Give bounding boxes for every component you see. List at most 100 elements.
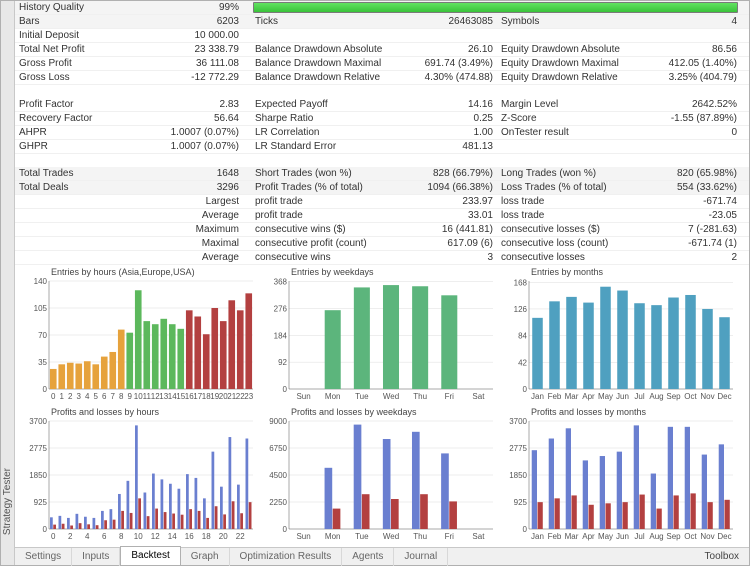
svg-text:Thu: Thu <box>413 532 427 541</box>
svg-text:3: 3 <box>77 392 82 401</box>
stats-table: History Quality99%Bars6203Ticks26463085S… <box>15 1 749 265</box>
stats-cell: 554 (33.62%) <box>643 181 749 194</box>
sidebar-vertical-tab[interactable]: Strategy Tester <box>1 1 15 565</box>
svg-text:0: 0 <box>51 392 56 401</box>
stats-cell: Margin Level <box>497 98 643 111</box>
stats-row: History Quality99% <box>15 1 749 15</box>
svg-text:2: 2 <box>68 392 73 401</box>
svg-text:0: 0 <box>43 525 48 534</box>
stats-cell: consecutive wins ($) <box>251 223 403 236</box>
tab-journal[interactable]: Journal <box>394 548 448 566</box>
stats-cell <box>15 223 133 236</box>
stats-cell <box>403 29 497 42</box>
stats-cell: Short Trades (won %) <box>251 167 403 180</box>
svg-text:Wed: Wed <box>383 392 399 401</box>
svg-text:Jan: Jan <box>531 392 544 401</box>
stats-cell: 412.05 (1.40%) <box>643 57 749 70</box>
svg-text:0: 0 <box>523 525 528 534</box>
svg-text:168: 168 <box>514 278 528 287</box>
stats-row: Largestprofit trade233.97loss trade-671.… <box>15 195 749 209</box>
stats-cell: 10 000.00 <box>133 29 251 42</box>
svg-text:Jul: Jul <box>634 392 644 401</box>
svg-text:2250: 2250 <box>269 498 287 507</box>
tab-settings[interactable]: Settings <box>15 548 72 566</box>
svg-text:4: 4 <box>85 392 90 401</box>
svg-text:2775: 2775 <box>509 444 527 453</box>
stats-cell: GHPR <box>15 140 133 153</box>
tab-graph[interactable]: Graph <box>181 548 230 566</box>
stats-cell: consecutive losses ($) <box>497 223 643 236</box>
stats-cell: -671.74 <box>643 195 749 208</box>
svg-text:22: 22 <box>236 532 245 541</box>
svg-text:0: 0 <box>43 385 48 394</box>
stats-cell: History Quality <box>15 1 133 14</box>
stats-cell: 691.74 (3.49%) <box>403 57 497 70</box>
svg-text:Jun: Jun <box>616 392 629 401</box>
stats-cell: 820 (65.98%) <box>643 167 749 180</box>
svg-text:105: 105 <box>34 304 48 313</box>
stats-cell <box>497 140 643 153</box>
stats-cell: 36 111.08 <box>133 57 251 70</box>
svg-text:2775: 2775 <box>29 444 47 453</box>
tab-inputs[interactable]: Inputs <box>72 548 120 566</box>
stats-row: Recovery Factor56.64Sharpe Ratio0.25Z-Sc… <box>15 112 749 126</box>
stats-row: Gross Profit36 111.08Balance Drawdown Ma… <box>15 57 749 71</box>
stats-cell: OnTester result <box>497 126 643 139</box>
bottom-tabs: SettingsInputsBacktestGraphOptimization … <box>15 547 749 565</box>
svg-text:6: 6 <box>102 392 107 401</box>
stats-cell: -23.05 <box>643 209 749 222</box>
stats-cell: 617.09 (6) <box>403 237 497 250</box>
svg-text:0: 0 <box>283 385 288 394</box>
stats-cell: LR Standard Error <box>251 140 403 153</box>
svg-text:92: 92 <box>278 358 287 367</box>
svg-text:70: 70 <box>38 331 47 340</box>
tab-agents[interactable]: Agents <box>342 548 394 566</box>
svg-text:0: 0 <box>523 385 528 394</box>
stats-cell: -12 772.29 <box>133 71 251 84</box>
svg-text:Tue: Tue <box>355 532 369 541</box>
stats-cell: 2642.52% <box>643 98 749 111</box>
stats-row: Total Net Profit23 338.79Balance Drawdow… <box>15 43 749 57</box>
stats-cell: 0 <box>643 126 749 139</box>
stats-cell: 481.13 <box>403 140 497 153</box>
stats-cell: Bars <box>15 15 133 28</box>
svg-text:Oct: Oct <box>684 532 697 541</box>
stats-cell <box>15 237 133 250</box>
svg-text:Dec: Dec <box>717 532 731 541</box>
svg-text:7: 7 <box>111 392 116 401</box>
stats-cell: Gross Loss <box>15 71 133 84</box>
stats-cell <box>643 29 749 42</box>
svg-text:84: 84 <box>518 332 527 341</box>
svg-text:16: 16 <box>185 532 194 541</box>
svg-text:4500: 4500 <box>269 471 287 480</box>
svg-text:184: 184 <box>274 331 288 340</box>
stats-cell: Loss Trades (% of total) <box>497 181 643 194</box>
tab-backtest[interactable]: Backtest <box>120 546 180 565</box>
svg-text:14: 14 <box>168 532 177 541</box>
stats-cell <box>15 251 133 264</box>
stats-cell: 2.83 <box>133 98 251 111</box>
stats-row: Total Trades1648Short Trades (won %)828 … <box>15 167 749 181</box>
svg-text:925: 925 <box>34 498 48 507</box>
stats-row: Maximumconsecutive wins ($)16 (441.81)co… <box>15 223 749 237</box>
stats-cell: -1.55 (87.89%) <box>643 112 749 125</box>
svg-text:20: 20 <box>219 532 228 541</box>
tab-optimization-results[interactable]: Optimization Results <box>230 548 343 566</box>
stats-cell: 26.10 <box>403 43 497 56</box>
svg-text:10: 10 <box>134 532 143 541</box>
stats-cell: Profit Trades (% of total) <box>251 181 403 194</box>
stats-cell: profit trade <box>251 209 403 222</box>
svg-text:3700: 3700 <box>509 417 527 426</box>
stats-row: Initial Deposit10 000.00 <box>15 29 749 43</box>
svg-text:Sep: Sep <box>666 532 681 541</box>
stats-cell: Symbols <box>497 15 643 28</box>
svg-text:Sat: Sat <box>472 392 485 401</box>
stats-row: Bars6203Ticks26463085Symbols4 <box>15 15 749 29</box>
stats-cell: 1648 <box>133 167 251 180</box>
svg-text:42: 42 <box>518 358 527 367</box>
stats-cell: consecutive loss (count) <box>497 237 643 250</box>
svg-text:2: 2 <box>68 532 73 541</box>
svg-text:Jun: Jun <box>616 532 629 541</box>
stats-cell <box>251 29 403 42</box>
svg-text:368: 368 <box>274 278 288 287</box>
